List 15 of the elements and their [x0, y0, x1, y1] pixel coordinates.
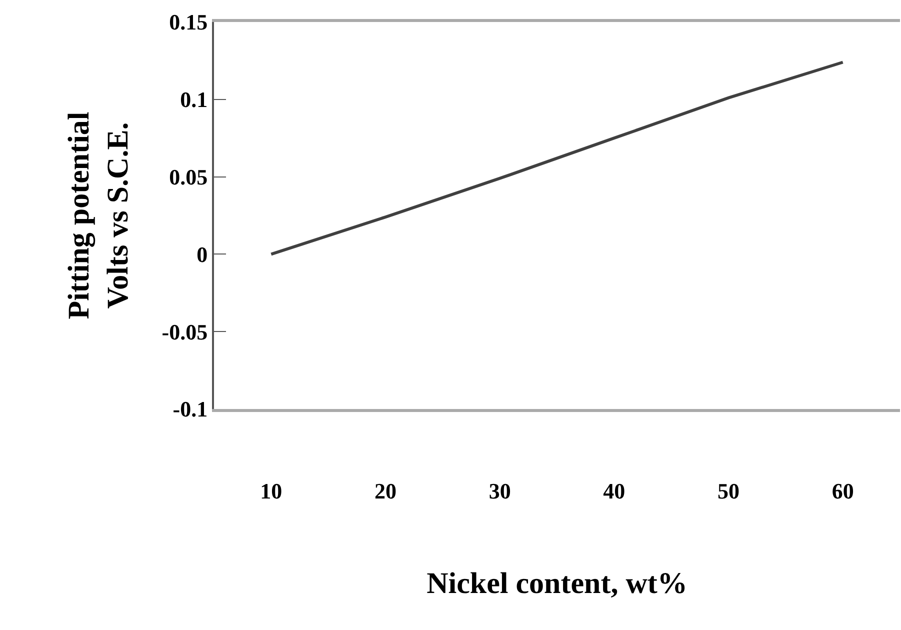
x-tick-label: 40: [603, 478, 626, 504]
y-tick-label: 0.1: [180, 87, 208, 112]
x-tick-label: 50: [718, 478, 740, 504]
y-axis-title: Pitting potential Volts vs S.C.E.: [62, 112, 134, 320]
y-tick-label: 0.05: [169, 164, 208, 190]
x-tick-label: 20: [374, 478, 396, 504]
line-series: [270, 60, 844, 256]
x-tick-label: 30: [488, 478, 511, 504]
x-tick-label: 10: [260, 478, 282, 504]
y-tick-label: -0.05: [162, 319, 208, 344]
y-tick-label: 0.15: [169, 10, 208, 35]
x-axis-title: Nickel content, wt%: [426, 566, 688, 600]
y-tick-label: -0.1: [172, 396, 208, 422]
y-tick-label: 0: [196, 242, 208, 267]
x-tick-label: 60: [832, 478, 854, 504]
